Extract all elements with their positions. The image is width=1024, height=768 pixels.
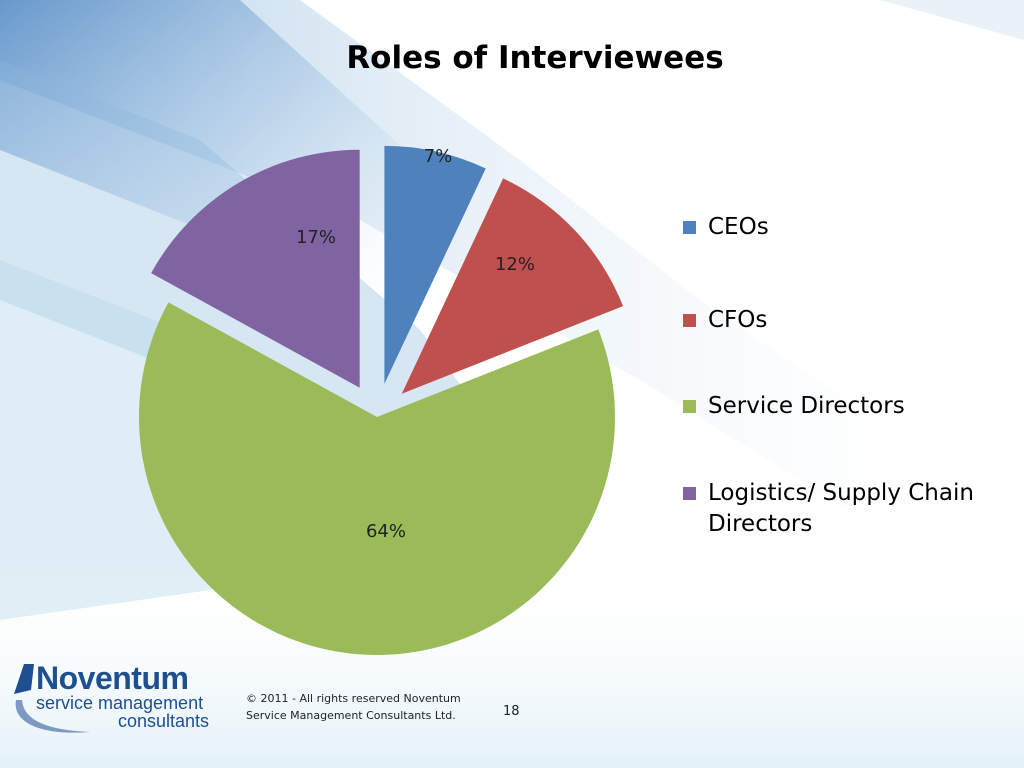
legend-swatch-cfos	[683, 314, 696, 327]
legend-label-cfos: CFOs	[708, 307, 768, 333]
copyright-line-1: © 2011 - All rights reserved Noventum	[246, 692, 461, 705]
copyright-line-2: Service Management Consultants Ltd.	[246, 709, 456, 722]
data-label-logistics-supply-chain-directors: 17%	[296, 227, 336, 248]
legend-label-ceos: CEOs	[708, 214, 769, 240]
data-label-ceos: 7%	[424, 146, 453, 167]
legend-swatch-logistics-directors	[683, 487, 696, 500]
data-label-cfos: 12%	[495, 254, 535, 275]
legend-item-logistics-directors: Logistics/ Supply Chain Directors	[683, 478, 1013, 540]
logo-tagline: service management	[36, 693, 204, 713]
page-number: 18	[503, 704, 520, 719]
logo-name: Noventum	[36, 660, 189, 696]
noventum-logo: Noventum service management consultants	[10, 660, 225, 740]
data-label-service-directors: 64%	[366, 521, 406, 542]
legend-label-service-directors: Service Directors	[708, 393, 905, 419]
legend-swatch-ceos	[683, 221, 696, 234]
legend-swatch-service-directors	[683, 400, 696, 413]
logo-tagline-2: consultants	[118, 711, 210, 731]
pie-slice-cfos	[401, 178, 624, 394]
legend-item-ceos: CEOs	[683, 212, 1013, 243]
logo-swoosh-icon	[14, 664, 91, 733]
legend-item-service-directors: Service Directors	[683, 391, 1013, 422]
footer-copyright: © 2011 - All rights reserved Noventum Se…	[246, 690, 486, 724]
legend-label-logistics-directors: Logistics/ Supply Chain Directors	[708, 480, 974, 537]
pie-slice-ceos	[384, 145, 486, 384]
legend-item-cfos: CFOs	[683, 305, 1013, 336]
pie-slice-logistics-supply-chain-directors	[151, 149, 360, 388]
slide-title: Roles of Interviewees	[346, 40, 724, 76]
pie-slice-service-directors	[139, 302, 615, 655]
